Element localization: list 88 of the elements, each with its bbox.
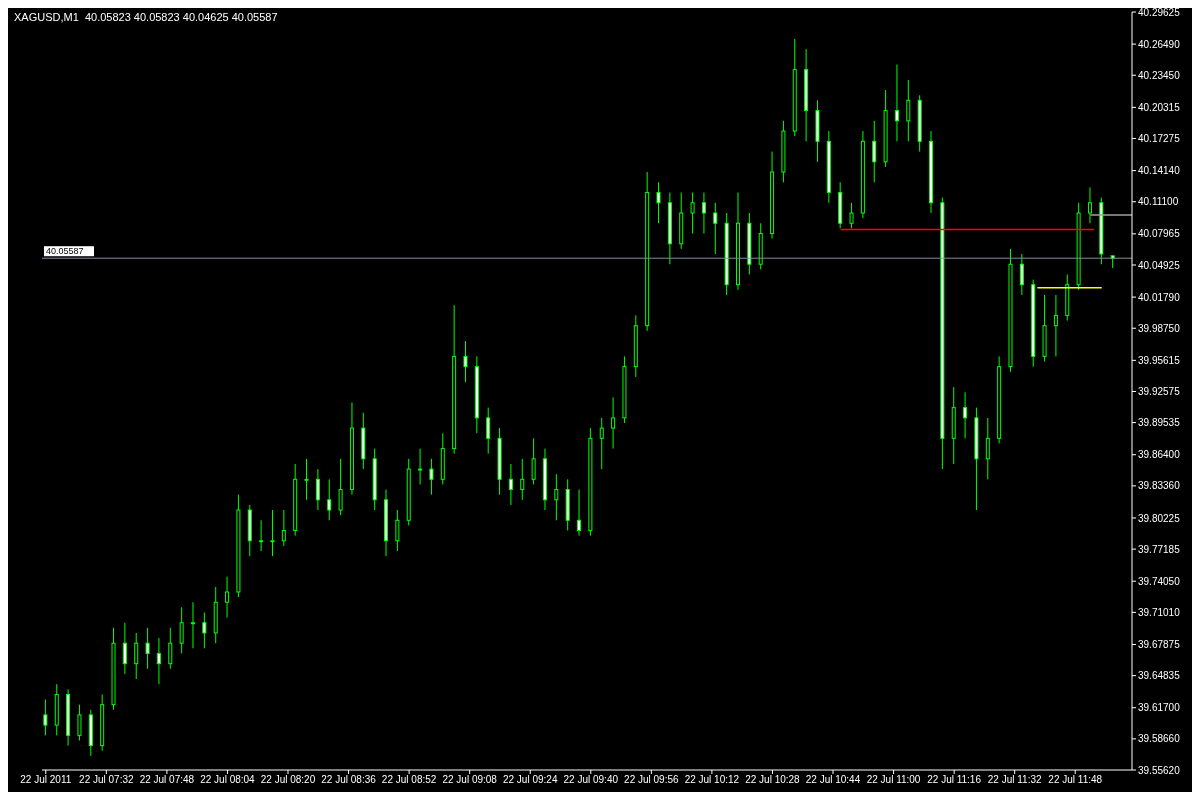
x-tick-label: 22 Jul 09:56 (624, 774, 680, 786)
x-tick-label: 22 Jul 08:20 (260, 774, 316, 786)
candlestick (611, 396, 616, 450)
y-tick-label: 39.61700 (1138, 702, 1181, 714)
candlestick (701, 192, 706, 234)
x-tick-label: 22 Jul 08:04 (200, 774, 256, 786)
y-tick-label: 40.11100 (1138, 196, 1179, 208)
candlestick (963, 391, 968, 439)
candlestick (202, 611, 207, 649)
x-tick-label: 22 Jul 09:40 (563, 774, 619, 786)
y-tick-label: 39.86400 (1138, 449, 1181, 461)
y-tick-label: 39.64835 (1138, 670, 1181, 682)
candlestick (599, 417, 604, 470)
y-tick-label: 39.95615 (1138, 354, 1181, 366)
candlestick (315, 468, 320, 511)
candlestick (1019, 253, 1024, 296)
candlestick (849, 202, 854, 229)
candlestick (508, 463, 513, 506)
candlestick (531, 437, 536, 485)
candlestick (872, 120, 877, 183)
candlestick (656, 181, 661, 224)
y-tick-label: 40.04925 (1138, 259, 1181, 271)
y-tick-label: 39.67875 (1138, 639, 1181, 651)
candlestick (713, 202, 718, 255)
x-tick-label: 22 Jul 07:48 (139, 774, 195, 786)
candlestick (43, 699, 48, 736)
candlestick (134, 632, 139, 680)
candlestick (577, 489, 582, 537)
x-tick-label: 22 Jul 2011 (20, 774, 72, 786)
candlestick (906, 79, 911, 142)
candlestick (168, 627, 173, 670)
candlestick (985, 417, 990, 480)
candlestick (690, 192, 695, 234)
candlestick (463, 340, 468, 383)
candlestick (156, 637, 161, 685)
x-tick-label: 22 Jul 11:32 (987, 774, 1042, 786)
candlestick (1087, 186, 1092, 224)
candlestick (327, 478, 332, 521)
x-tick-label: 22 Jul 11:00 (866, 774, 921, 786)
candlestick (429, 458, 434, 496)
x-tick-label: 22 Jul 10:28 (745, 774, 801, 786)
candlestick (338, 458, 343, 516)
y-tick-label: 40.14140 (1138, 165, 1181, 177)
y-tick-label: 39.89535 (1138, 417, 1181, 429)
candlestick (270, 509, 275, 557)
y-tick-label: 39.71010 (1138, 606, 1181, 618)
y-tick-label: 40.26490 (1138, 38, 1181, 50)
x-tick-label: 22 Jul 08:36 (321, 774, 377, 786)
x-tick-label: 22 Jul 09:08 (442, 774, 498, 786)
candlestick (77, 704, 82, 741)
candlestick (486, 407, 491, 455)
x-tick-label: 22 Jul 11:48 (1048, 774, 1103, 786)
y-tick-label: 40.29625 (1138, 6, 1181, 18)
candlestick (1053, 294, 1058, 357)
y-tick-label: 39.83360 (1138, 480, 1181, 492)
candlestick (122, 622, 127, 675)
ref-line-label: 40.05587 (46, 246, 84, 257)
candlestick (225, 576, 230, 619)
candlestick (395, 509, 400, 552)
x-tick-label: 22 Jul 10:44 (805, 774, 861, 786)
candlestick (191, 601, 195, 649)
x-tick-label: 22 Jul 07:32 (79, 774, 135, 786)
y-tick-label: 40.17275 (1138, 133, 1181, 145)
y-tick-label: 39.80225 (1138, 512, 1181, 524)
candlestick (418, 448, 423, 485)
y-tick-label: 40.23450 (1138, 69, 1181, 81)
candlestick (520, 458, 525, 501)
y-tick-label: 39.92575 (1138, 386, 1181, 398)
candlestick (894, 63, 899, 142)
y-tick-label: 39.58660 (1138, 733, 1181, 745)
candlestick (554, 473, 559, 521)
candlestick (145, 627, 150, 670)
candlestick (259, 519, 264, 552)
y-tick-label: 39.77185 (1138, 543, 1181, 555)
y-tick-label: 40.20315 (1138, 101, 1181, 113)
candlestick (179, 606, 184, 654)
y-tick-label: 39.55620 (1138, 764, 1181, 776)
candlestick (304, 458, 309, 501)
y-tick-label: 39.98750 (1138, 322, 1181, 334)
candlestick (281, 509, 286, 547)
x-tick-label: 22 Jul 10:12 (684, 774, 740, 786)
y-tick-label: 40.01790 (1138, 291, 1181, 303)
x-tick-label: 22 Jul 11:16 (927, 774, 982, 786)
y-tick-label: 40.07965 (1138, 228, 1181, 240)
x-tick-label: 22 Jul 09:24 (502, 774, 558, 786)
chart-title: XAGUSD,M1 40.05823 40.05823 40.04625 40.05587 (14, 11, 278, 23)
y-tick-label: 39.74050 (1138, 575, 1181, 587)
x-tick-label: 22 Jul 08:52 (381, 774, 437, 786)
